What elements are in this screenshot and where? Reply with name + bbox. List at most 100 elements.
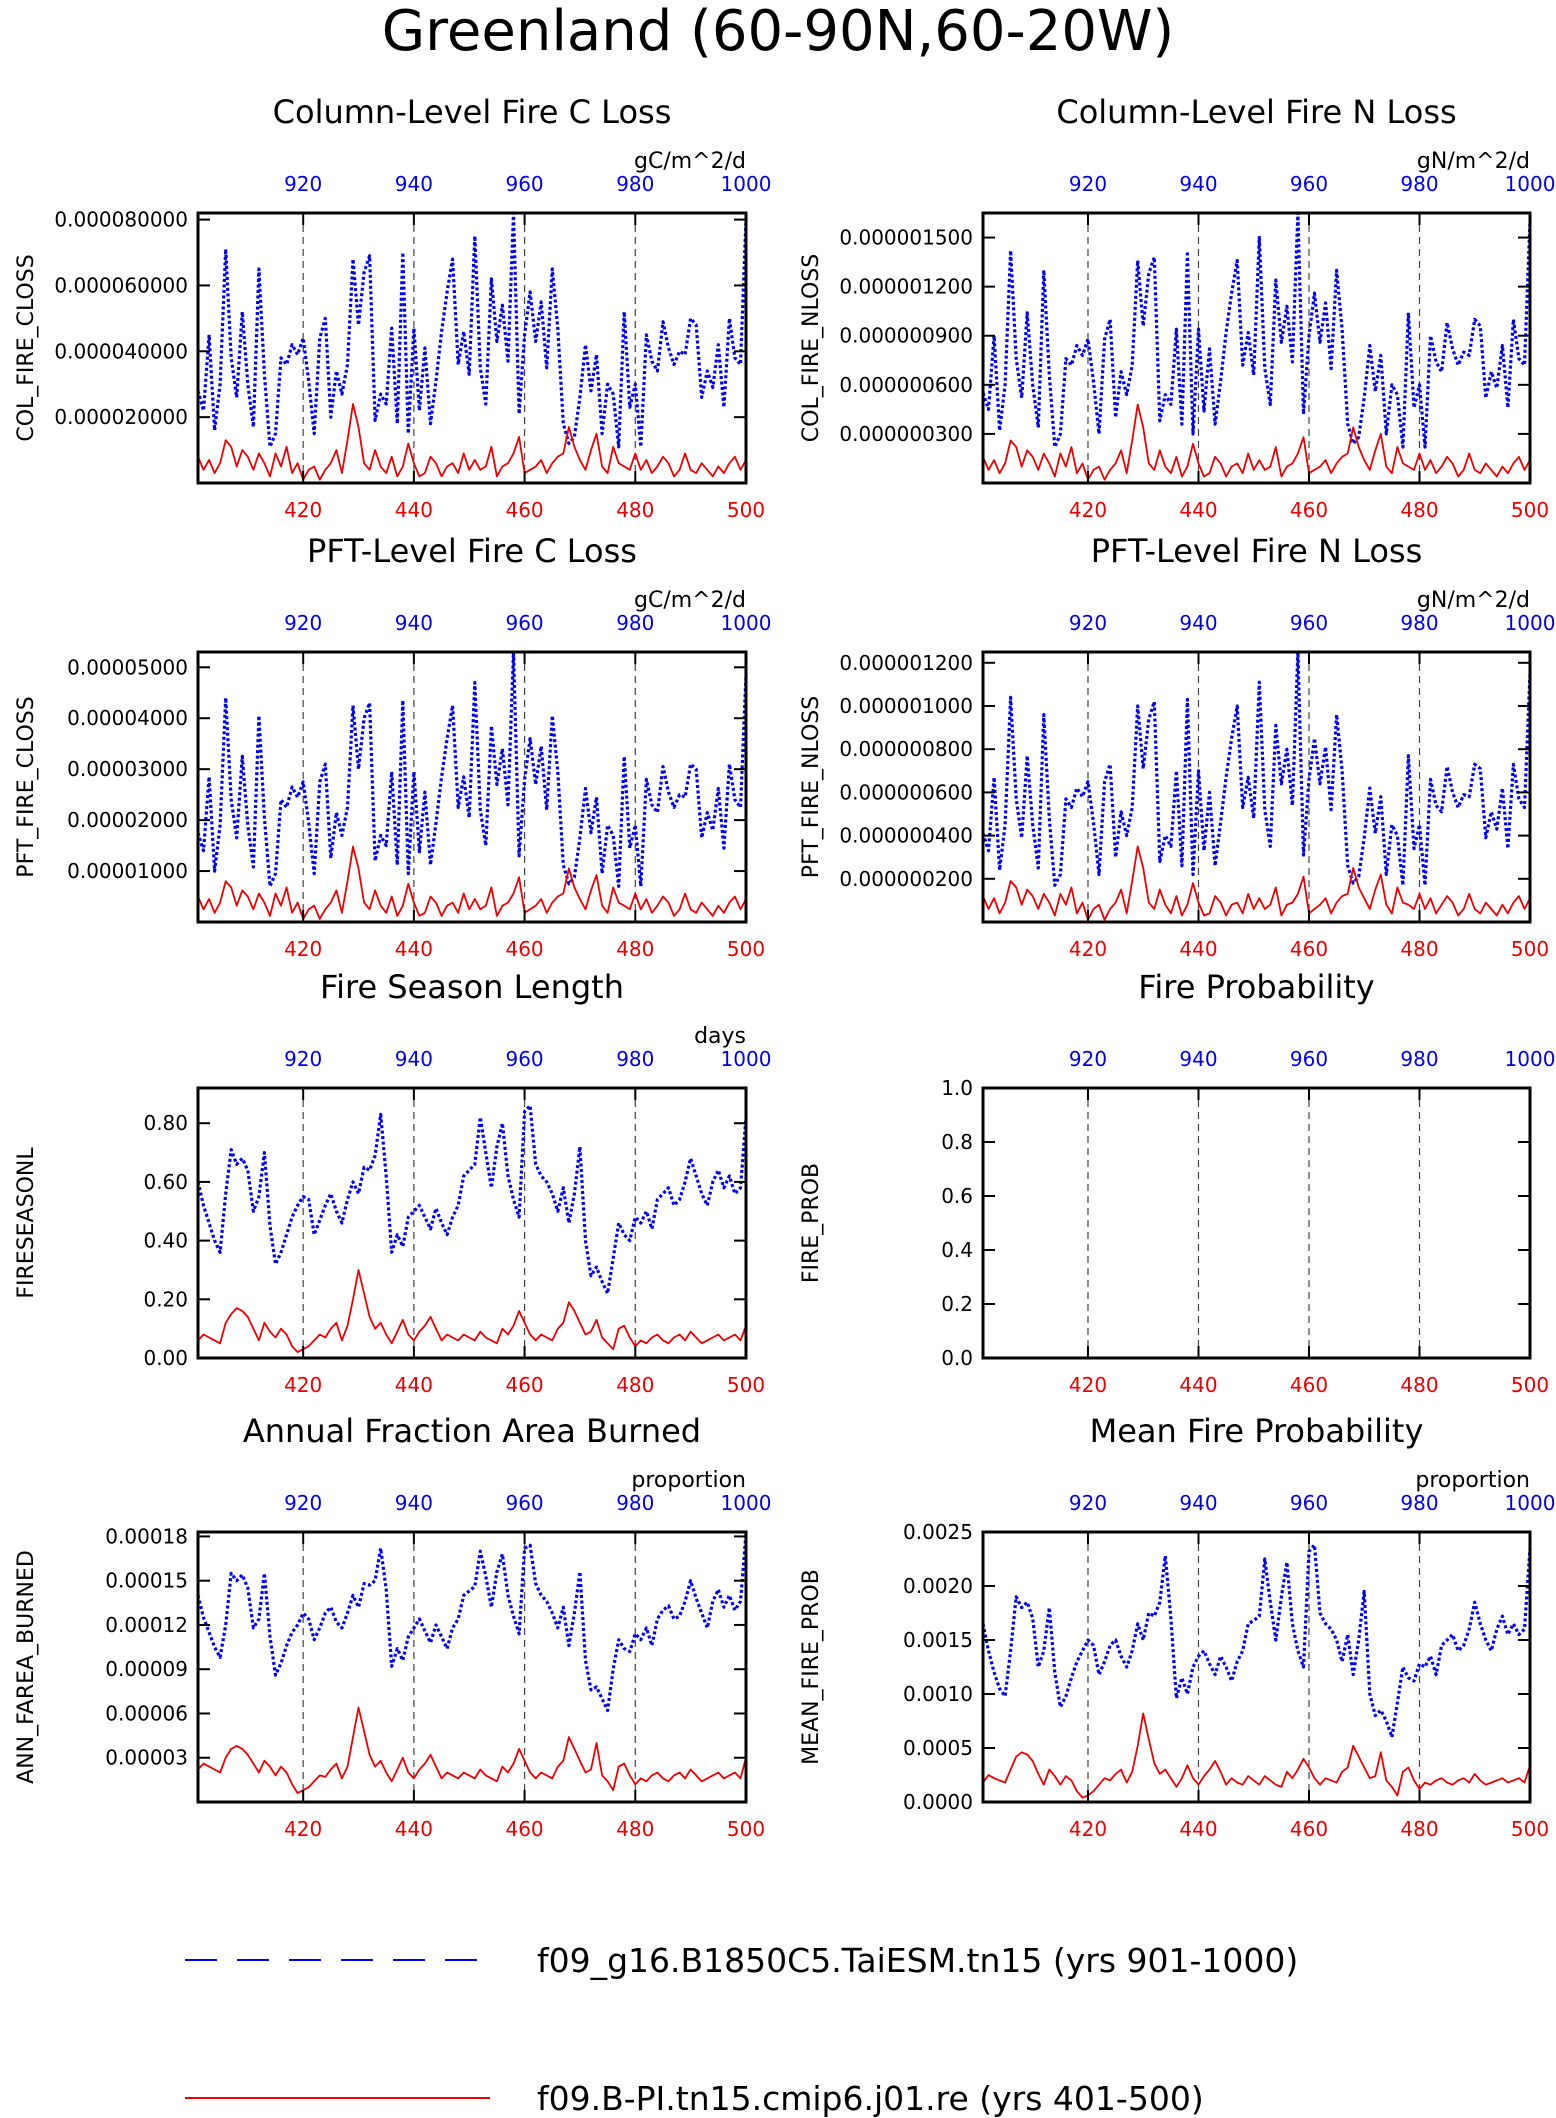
units-label: gN/m^2/d: [1417, 149, 1530, 174]
units-label: gN/m^2/d: [1417, 588, 1530, 613]
y-tick-label: 0.0: [941, 1346, 973, 1370]
panel-8: Mean Fire Probability proportion 0.0000 0.0…: [799, 1412, 1555, 1841]
x-tick-label-bottom: 460: [1290, 937, 1328, 961]
x-tick-label-bottom: 480: [1400, 498, 1438, 522]
y-axis-label: MEAN_FIRE_PROB: [799, 1569, 824, 1765]
panel-4: PFT-Level Fire N Loss gN/m^2/d 0.000000200…: [799, 532, 1555, 961]
y-tick-label: 0.00: [143, 1346, 188, 1370]
x-tick-label-bottom: 420: [1069, 937, 1107, 961]
x-tick-label-top: 940: [1179, 1491, 1217, 1515]
chart-title: Mean Fire Probability: [1090, 1412, 1424, 1450]
series-case2-line: [197, 403, 747, 481]
panels: Column-Level Fire C Loss gC/m^2/d 0.000020…: [14, 93, 1555, 1841]
y-tick-label: 0.00004000: [67, 706, 188, 730]
y-tick-label: 0.000080000: [54, 208, 188, 232]
y-tick-label: 0.0000: [903, 1790, 973, 1814]
chart-title: PFT-Level Fire N Loss: [1091, 532, 1423, 570]
series-case1-line: [981, 650, 1532, 887]
y-axis-label: PFT_FIRE_CLOSS: [14, 696, 39, 877]
series-case2-line: [982, 845, 1531, 921]
x-tick-label-bottom: 440: [395, 498, 433, 522]
x-tick-label-bottom: 500: [727, 498, 765, 522]
series-case1-line: [981, 1543, 1532, 1739]
x-tick-label-bottom: 420: [1069, 1373, 1107, 1397]
chart-title: Column-Level Fire N Loss: [1056, 93, 1456, 131]
y-axis-label: FIRESEASONL: [14, 1147, 39, 1299]
x-tick-label-top: 940: [395, 1491, 433, 1515]
x-tick-label-top: 940: [395, 172, 433, 196]
page-title: Greenland (60-90N,60-20W): [382, 0, 1175, 64]
y-tick-label: 0.0005: [903, 1736, 973, 1760]
x-tick-label-top: 920: [1069, 1491, 1107, 1515]
x-tick-label-top: 940: [1179, 1047, 1217, 1071]
y-tick-label: 0.000060000: [54, 273, 188, 297]
x-tick-label-bottom: 420: [284, 1817, 322, 1841]
x-tick-label-top: 920: [1069, 1047, 1107, 1071]
x-tick-label-bottom: 460: [505, 498, 543, 522]
series-case1-line: [196, 1533, 748, 1713]
x-tick-label-bottom: 420: [1069, 1817, 1107, 1841]
y-tick-label: 0.2: [941, 1292, 973, 1316]
x-tick-label-top: 920: [284, 172, 322, 196]
x-tick-label-top: 920: [284, 1491, 322, 1515]
y-tick-label: 0.80: [143, 1111, 188, 1135]
x-tick-label-bottom: 480: [616, 937, 654, 961]
x-tick-label-top: 980: [616, 1491, 654, 1515]
y-tick-label: 0.000001500: [839, 226, 973, 250]
series-case2-line: [982, 1712, 1531, 1799]
x-tick-label-bottom: 500: [727, 1817, 765, 1841]
chart-title: Column-Level Fire C Loss: [273, 93, 672, 131]
x-tick-label-bottom: 440: [395, 1817, 433, 1841]
x-tick-label-top: 980: [1400, 172, 1438, 196]
x-tick-label-top: 980: [1400, 1047, 1438, 1071]
x-tick-label-top: 920: [1069, 172, 1107, 196]
x-tick-label-top: 980: [1400, 611, 1438, 635]
y-tick-label: 0.60: [143, 1170, 188, 1194]
series-case1-line: [981, 211, 1532, 449]
x-tick-label-bottom: 480: [1400, 1373, 1438, 1397]
x-tick-label-top: 960: [1290, 1047, 1328, 1071]
y-tick-label: 0.000001200: [839, 651, 973, 675]
x-tick-label-bottom: 460: [505, 937, 543, 961]
y-tick-label: 0.000000300: [839, 422, 973, 446]
plot-frame: [196, 1530, 748, 1804]
panel-3: PFT-Level Fire C Loss gC/m^2/d 0.00001000 0…: [14, 532, 771, 961]
x-tick-label-bottom: 440: [1179, 1817, 1217, 1841]
y-tick-label: 0.00009: [105, 1657, 188, 1681]
x-tick-label-top: 960: [505, 172, 543, 196]
y-tick-label: 0.00005000: [67, 655, 188, 679]
x-tick-label-bottom: 500: [727, 1373, 765, 1397]
y-tick-label: 1.0: [941, 1076, 973, 1100]
units-label: days: [694, 1024, 746, 1049]
y-tick-label: 0.00003: [105, 1746, 188, 1770]
x-tick-label-bottom: 480: [1400, 937, 1438, 961]
units-label: gC/m^2/d: [634, 149, 746, 174]
y-tick-label: 0.000000900: [839, 324, 973, 348]
x-tick-label-bottom: 460: [505, 1373, 543, 1397]
x-tick-label-bottom: 500: [1511, 498, 1549, 522]
x-tick-label-top: 920: [284, 611, 322, 635]
y-tick-label: 0.00002000: [67, 808, 188, 832]
y-tick-label: 0.00012: [105, 1613, 188, 1637]
x-tick-label-top: 920: [284, 1047, 322, 1071]
x-tick-label-bottom: 440: [395, 1373, 433, 1397]
chart-title: Fire Season Length: [320, 968, 624, 1006]
y-tick-label: 0.000020000: [54, 405, 188, 429]
y-tick-label: 0.20: [143, 1287, 188, 1311]
units-label: proportion: [1415, 1468, 1530, 1493]
x-tick-label-top: 1000: [721, 611, 772, 635]
x-tick-label-top: 940: [395, 1047, 433, 1071]
x-tick-label-top: 1000: [1505, 1491, 1556, 1515]
x-tick-label-top: 1000: [721, 1047, 772, 1071]
x-tick-label-bottom: 500: [1511, 937, 1549, 961]
x-tick-label-bottom: 460: [1290, 1373, 1328, 1397]
panel-1: Column-Level Fire C Loss gC/m^2/d 0.000020…: [14, 93, 771, 522]
x-tick-label-top: 980: [616, 611, 654, 635]
x-tick-label-bottom: 500: [1511, 1373, 1549, 1397]
y-tick-label: 0.000001200: [839, 275, 973, 299]
y-tick-label: 0.000001000: [839, 694, 973, 718]
x-tick-label-bottom: 440: [1179, 937, 1217, 961]
x-tick-label-top: 960: [1290, 611, 1328, 635]
x-tick-label-bottom: 420: [284, 937, 322, 961]
